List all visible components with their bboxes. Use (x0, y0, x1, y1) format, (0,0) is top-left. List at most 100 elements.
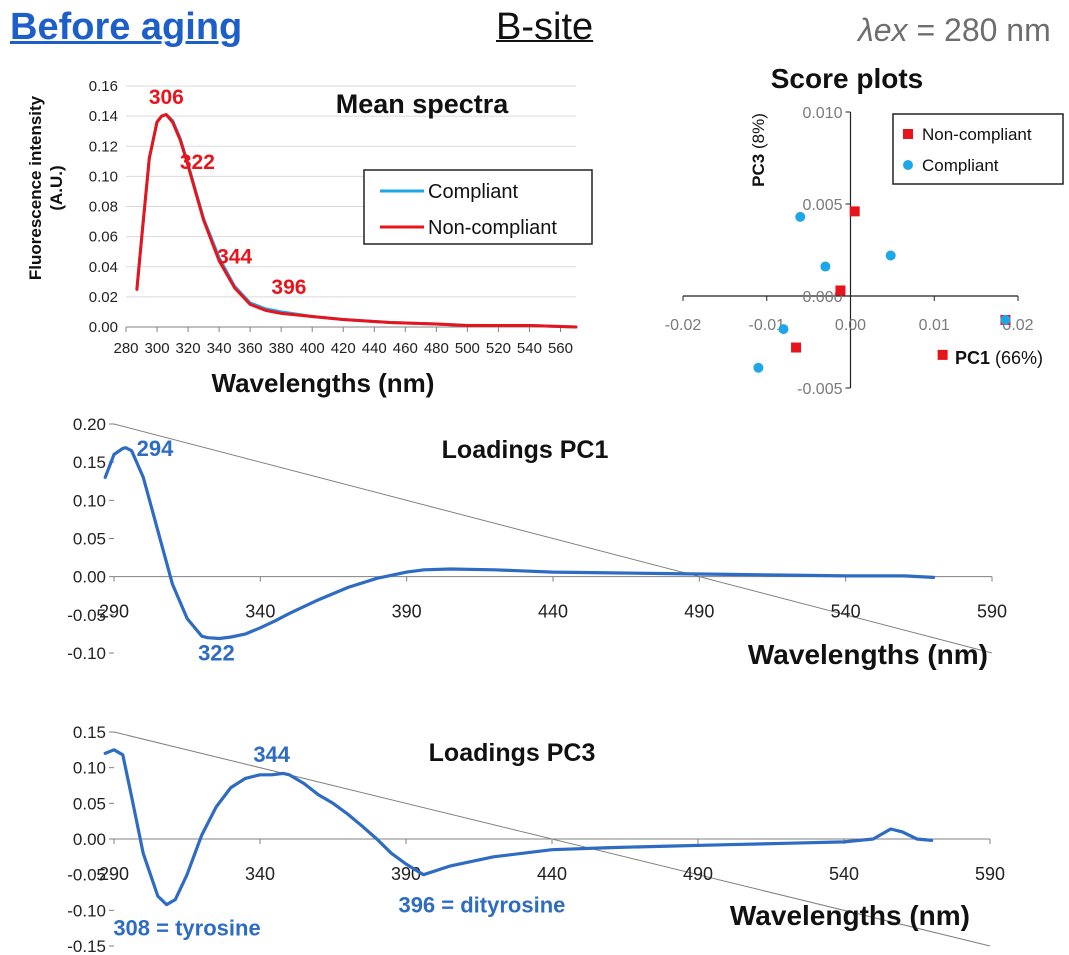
score-point-compliant (820, 261, 831, 272)
score-point-non-compliant (937, 349, 948, 360)
x-tick-label: 390 (392, 602, 422, 622)
excitation-value: = 280 nm (916, 12, 1051, 48)
x-tick-label: 390 (391, 864, 421, 884)
x-tick-label: 440 (537, 864, 567, 884)
legend: Compliant Non-compliant (363, 169, 593, 245)
x-tick-label: 290 (99, 602, 129, 622)
x-tick-label: 490 (683, 864, 713, 884)
y-tick-label: 0.00 (73, 568, 106, 587)
y-tick-label: 0.15 (73, 453, 106, 472)
peak-label: 322 (180, 151, 215, 174)
x-axis-title: Wavelengths (nm) (730, 900, 970, 931)
y-tick-label: 0.14 (89, 108, 118, 125)
x-tick-label: 500 (455, 340, 480, 357)
y-tick-label: 0.16 (89, 78, 118, 95)
x-tick-label: 340 (207, 340, 232, 357)
y-axis-line (113, 423, 993, 654)
x-tick-label: 590 (975, 864, 1005, 884)
x-tick-label: 540 (517, 340, 542, 357)
loading-curve (103, 446, 936, 641)
y-tick-label: -0.15 (67, 937, 106, 955)
x-tick-label: 290 (99, 864, 129, 884)
x-tick-label: 440 (362, 340, 387, 357)
loadings-pc1-chart: -0.10 -0.05 0.00 0.05 0.10 0.15 0.20 290 340 390 4… (67, 415, 1007, 670)
x-tick-label: 400 (300, 340, 325, 357)
x-tick-label: 540 (831, 602, 861, 622)
x-axis-title: Wavelengths (nm) (748, 639, 988, 670)
x-tick-label: 0.01 (919, 317, 950, 334)
y-tick-label: 0.000 (802, 289, 842, 306)
score-point-non-compliant (849, 206, 860, 217)
y-tick-label: 0.05 (73, 794, 106, 813)
peak-label: 306 (149, 86, 184, 109)
x-axis-title-bold: PC1 (955, 348, 990, 368)
y-axis-title-line: Fluorescence intensity (26, 95, 45, 280)
y-tick-label: -0.10 (67, 644, 106, 663)
x-tick-label: 480 (424, 340, 449, 357)
y-tick-label: -0.10 (67, 901, 106, 920)
chart-title: Loadings PC1 (442, 436, 609, 464)
x-tick-label: 420 (331, 340, 356, 357)
y-tick-label: 0.20 (73, 415, 106, 434)
x-tick-label: 280 (113, 340, 138, 357)
legend-label: Non-compliant (428, 217, 557, 239)
legend: Non-compliant Compliant (892, 113, 1064, 185)
chart-title: Score plots (771, 63, 923, 94)
x-tick-label: 380 (269, 340, 294, 357)
header-site: B-site (496, 6, 594, 48)
y-axis-title-rest: (8%) (749, 113, 768, 154)
x-tick-label: 490 (684, 602, 714, 622)
x-tick-label: 320 (176, 340, 201, 357)
y-tick-label: 0.10 (73, 491, 106, 510)
x-tick-label: 360 (238, 340, 263, 357)
header-before-aging: Before aging (10, 6, 243, 48)
peak-label: 396 = dityrosine (398, 892, 565, 917)
peak-label: 344 (217, 246, 252, 269)
y-tick-label: 0.12 (89, 138, 118, 155)
x-axis-title: Wavelengths (nm) (212, 368, 435, 398)
excitation-symbol: λex (858, 12, 908, 48)
y-tick-label: 0.10 (89, 168, 118, 185)
x-tick-label: 340 (245, 864, 275, 884)
y-tick-label: 0.08 (89, 199, 118, 216)
y-tick-label: 0.02 (89, 289, 118, 306)
chart-title: Mean spectra (336, 89, 510, 119)
y-tick-label: 0.04 (89, 259, 118, 276)
score-point-compliant (753, 362, 764, 373)
y-tick-label: 0.06 (89, 229, 118, 246)
series-line-non-compliant (135, 113, 578, 329)
score-point-compliant (778, 324, 789, 335)
y-axis-title: PC3 (8%) (749, 113, 768, 187)
peak-label: 396 (271, 276, 306, 299)
x-tick-label: 340 (245, 602, 275, 622)
y-tick-label: 0.005 (802, 197, 842, 214)
y-tick-label: 0.05 (73, 530, 106, 549)
score-point-compliant (885, 250, 896, 261)
legend-label: Compliant (428, 181, 518, 203)
y-tick-label: 0.15 (73, 723, 106, 742)
score-point-non-compliant (835, 285, 846, 296)
mean-spectra-chart: 0.00 0.02 0.04 0.06 0.08 0.10 0.12 0.14 0.16 280 3… (26, 78, 593, 398)
x-tick-label: 300 (145, 340, 170, 357)
x-tick-label: -0.02 (665, 317, 702, 334)
legend-label: Non-compliant (922, 125, 1032, 144)
peak-label: 308 = tyrosine (113, 915, 260, 940)
y-tick-label: -0.005 (797, 381, 842, 398)
y-tick-label: -0.05 (67, 606, 106, 625)
x-tick-label: 0.00 (835, 317, 866, 334)
peak-label: 322 (198, 641, 235, 666)
y-tick-label: 0.10 (73, 759, 106, 778)
score-plot: -0.02 -0.01 0.00 0.01 0.02-0.0050.0000.0050.… (665, 63, 1064, 398)
y-tick-label: 0.00 (89, 319, 118, 336)
y-tick-label: 0.00 (73, 830, 106, 849)
legend-marker (903, 160, 913, 170)
legend-label: Compliant (922, 156, 999, 175)
y-axis-title: Fluorescence intensity (A.U.) (26, 95, 66, 280)
y-tick-label: -0.05 (67, 866, 106, 885)
x-axis-title: PC1 (66%) (955, 348, 1043, 368)
x-tick-label: 540 (829, 864, 859, 884)
header-excitation: λex = 280 nm (858, 12, 1051, 49)
score-point-compliant (795, 211, 806, 222)
peak-label: 344 (253, 742, 290, 767)
chart-title: Loadings PC3 (429, 739, 596, 767)
